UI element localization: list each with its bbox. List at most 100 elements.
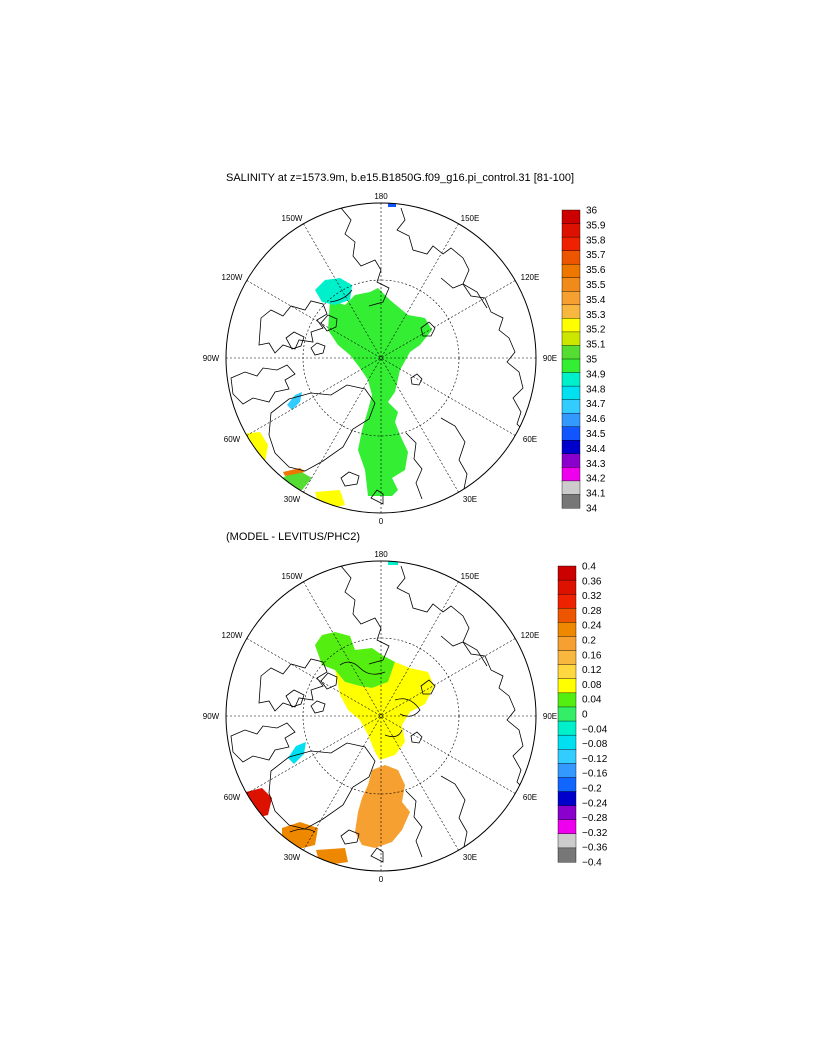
bottom-colorbar-label-14: −0.16 [582,769,608,780]
top-colorbar-label-18: 34.2 [586,474,606,485]
top-colorbar-label-20: 34 [586,504,598,515]
top-lon-90e: 90E [543,354,557,363]
top-colorbar-label-9: 35.1 [586,340,606,351]
bottom-colorbar-label-1: 0.36 [582,576,602,587]
bottom-colorbar-label-2: 0.32 [582,591,602,602]
top-map-title: SALINITY at z=1573.9m, b.e15.B1850G.f09_… [226,172,575,184]
bottom-colorbar-label-4: 0.24 [582,621,602,632]
bottom-lon-120w: 120W [222,631,243,640]
top-colorbar-swatch-0 [561,209,581,225]
bottom-colorbar-label-15: −0.2 [582,784,602,795]
bottom-lon-150w: 150W [282,572,303,581]
bottom-colorbar-swatch-3 [557,608,577,623]
top-lon-30w: 30W [284,495,301,504]
bottom-colorbar-label-12: −0.08 [582,739,608,750]
top-lon-60w: 60W [224,435,241,444]
bottom-colorbar: 0.4 0.36 0.32 0.28 0.24 0.2 0.16 0.12 0.08 0.04 0 −… [557,562,608,869]
bottom-colorbar-swatch-20 [557,847,577,863]
bottom-colorbar-label-13: −0.12 [582,754,608,765]
bottom-colorbar-swatch-2 [557,593,577,609]
top-colorbar-label-5: 35.5 [586,280,606,291]
top-colorbar-label-10: 35 [586,355,598,366]
top-colorbar-swatch-3 [561,250,581,265]
top-colorbar-swatch-10 [561,345,581,360]
bottom-polar-map: 180 150E 120E 90E 60E 30E 0 30W 60W 90W … [203,550,557,884]
bottom-lon-90w: 90W [203,712,220,721]
top-colorbar-swatch-2 [561,236,581,252]
top-polar-map: 180 150E 120E 90E 60E 30E 0 30W 60W 90W … [203,192,557,526]
bottom-lon-90e: 90E [543,712,557,721]
bottom-colorbar-label-5: 0.2 [582,636,596,647]
top-colorbar-swatch-9 [561,331,581,346]
top-lon-0: 0 [379,517,384,526]
bottom-colorbar-swatch-8 [557,678,577,694]
bottom-colorbar-swatch-18 [557,819,577,835]
top-colorbar-label-17: 34.3 [586,459,606,470]
bottom-colorbar-label-7: 0.12 [582,665,602,676]
bottom-lon-120e: 120E [521,631,540,640]
top-colorbar-swatch-21 [561,494,581,509]
bottom-colorbar-label-19: −0.36 [582,843,608,854]
bottom-map-title: (MODEL - LEVITUS/PHC2) [226,531,361,543]
bottom-colorbar-swatch-0 [557,565,577,581]
top-lon-180: 180 [374,192,388,201]
top-lon-30e: 30E [463,495,477,504]
top-colorbar-label-0: 36 [586,206,598,217]
top-colorbar-label-11: 34.9 [586,369,606,380]
bottom-colorbar-swatch-17 [557,805,577,821]
bottom-colorbar-swatch-4 [557,622,577,637]
bottom-colorbar-swatch-14 [557,763,577,778]
bottom-lon-60w: 60W [224,793,241,802]
top-colorbar-swatch-7 [561,304,581,319]
top-colorbar-swatch-4 [561,263,581,279]
top-field-35 [328,288,432,496]
top-colorbar-swatch-19 [561,467,581,482]
top-colorbar-swatch-5 [561,277,581,292]
top-lon-150e: 150E [461,214,480,223]
top-colorbar-swatch-11 [561,358,581,374]
top-colorbar-label-19: 34.1 [586,489,606,500]
bottom-field-top-cyan [388,561,398,565]
top-colorbar-swatch-15 [561,412,581,428]
bottom-colorbar-swatch-13 [557,749,577,764]
top-colorbar-label-2: 35.8 [586,235,606,246]
top-colorbar-swatch-17 [561,440,581,455]
top-colorbar-swatch-20 [561,480,581,495]
top-colorbar: 36 35.9 35.8 35.7 35.6 35.5 35.4 35.3 35.2 35.1 35… [561,206,606,515]
bottom-colorbar-label-3: 0.28 [582,606,602,617]
bottom-colorbar-label-11: −0.04 [582,724,608,735]
top-colorbar-label-15: 34.5 [586,429,606,440]
bottom-lon-150e: 150E [461,572,480,581]
top-lon-150w: 150W [282,214,303,223]
bottom-colorbar-swatch-15 [557,777,577,793]
bottom-colorbar-label-10: 0 [582,710,588,721]
bottom-lon-30e: 30E [463,853,477,862]
bottom-colorbar-label-9: 0.04 [582,695,602,706]
top-colorbar-swatch-12 [561,372,581,387]
bottom-field-minus004 [288,742,306,764]
top-lon-120w: 120W [222,273,243,282]
bottom-field-012 [335,662,434,760]
top-colorbar-label-16: 34.4 [586,444,606,455]
top-lon-90w: 90W [203,354,220,363]
top-colorbar-swatch-13 [561,385,581,401]
top-colorbar-swatch-6 [561,291,581,306]
bottom-colorbar-swatch-10 [557,706,577,722]
top-colorbar-swatch-14 [561,399,581,414]
bottom-lon-30w: 30W [284,853,301,862]
bottom-colorbar-label-6: 0.16 [582,650,602,661]
top-colorbar-swatch-16 [561,426,581,441]
top-colorbar-label-6: 35.4 [586,295,606,306]
bottom-colorbar-swatch-7 [557,664,577,680]
bottom-lon-180: 180 [374,550,388,559]
bottom-colorbar-swatch-6 [557,650,577,666]
bottom-colorbar-label-0: 0.4 [582,562,596,573]
top-colorbar-label-7: 35.3 [586,310,606,321]
bottom-colorbar-swatch-12 [557,734,577,750]
top-colorbar-label-4: 35.6 [586,265,606,276]
bottom-colorbar-label-17: −0.28 [582,813,608,824]
top-field-blue-top [388,203,396,207]
bottom-colorbar-label-18: −0.32 [582,828,608,839]
top-colorbar-swatch-1 [561,223,581,238]
